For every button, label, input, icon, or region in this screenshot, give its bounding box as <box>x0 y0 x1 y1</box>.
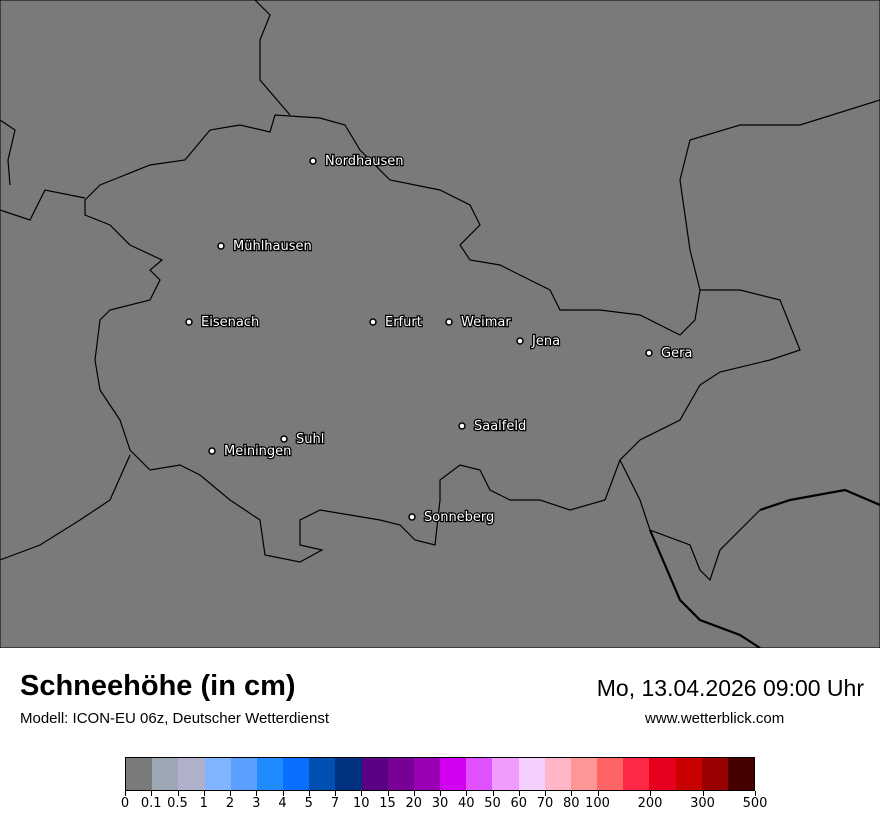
tick-label: 7 <box>330 796 340 811</box>
website-link[interactable]: www.wetterblick.com <box>645 710 785 727</box>
tick-mark <box>361 791 363 796</box>
colorbar-segment <box>492 758 519 790</box>
city-label: Meiningen <box>224 444 291 459</box>
colorbar-segment <box>283 758 310 790</box>
forecast-datetime: Mo, 13.04.2026 09:00 Uhr <box>596 675 864 701</box>
tick-label: 60 <box>510 796 528 811</box>
colorbar-segment <box>570 758 598 790</box>
city-marker <box>208 447 216 455</box>
city-marker <box>185 318 193 326</box>
tick-label: 70 <box>536 796 554 811</box>
city-marker <box>445 318 453 326</box>
colorbar-segment <box>597 758 624 790</box>
city-label: Gera <box>661 346 692 361</box>
tick-mark <box>545 791 546 796</box>
tick-label: 0.1 <box>140 796 162 811</box>
tick-mark <box>256 791 258 796</box>
colorbar-segment <box>544 758 571 790</box>
colorbar-segment <box>518 758 545 790</box>
colorbar-segment <box>466 758 493 790</box>
tick-mark <box>282 791 284 796</box>
city-label: Suhl <box>296 432 324 447</box>
city-marker <box>458 422 466 430</box>
tick-mark <box>413 791 415 796</box>
city-label: Nordhausen <box>325 154 404 169</box>
colorbar-segment <box>335 758 362 790</box>
colorbar-segment <box>361 758 388 790</box>
colorbar-segment <box>309 758 336 790</box>
tick-label: 40 <box>457 796 475 811</box>
colorbar <box>125 757 755 791</box>
tick-mark <box>125 791 126 796</box>
tick-mark <box>518 791 520 796</box>
colorbar-segment <box>230 758 257 790</box>
tick-mark <box>387 791 389 796</box>
thuringia-border <box>84 114 801 563</box>
tick-label: 500 <box>742 796 768 811</box>
map-title: Schneehöhe (in cm) <box>20 670 296 702</box>
colorbar-ticks: 0 0.1 0.5 1 2 3 4 5 7 10 15 20 30 40 50 60 70 80 100 200 300… <box>0 791 880 821</box>
city-label: Saalfeld <box>474 419 526 434</box>
colorbar-segment <box>178 758 205 790</box>
tick-label: 5 <box>304 796 313 811</box>
city-label: Weimar <box>461 315 511 330</box>
tick-mark <box>151 791 153 796</box>
tick-mark <box>571 791 573 796</box>
tick-label: 50 <box>484 796 501 811</box>
snow-depth-map: Nordhausen Mühlhausen Eisenach Erfurt Weimar… <box>0 0 880 648</box>
colorbar-segment <box>675 758 702 790</box>
tick-label: 30 <box>431 796 449 811</box>
colorbar-segment <box>413 758 441 790</box>
tick-mark <box>230 791 231 796</box>
tick-label: 80 <box>562 796 580 811</box>
tick-label: 100 <box>585 796 610 811</box>
tick-mark <box>466 791 468 796</box>
colorbar-segment <box>727 758 755 790</box>
colorbar-segment <box>256 758 284 790</box>
city-marker <box>408 513 416 521</box>
tick-label: 3 <box>252 796 261 811</box>
tick-mark <box>755 791 756 796</box>
city-marker <box>369 318 377 326</box>
colorbar-segment <box>204 758 231 790</box>
city-marker <box>309 157 317 165</box>
tick-mark <box>492 791 494 796</box>
tick-label: 4 <box>278 796 287 811</box>
city-label: Eisenach <box>201 315 259 330</box>
borders <box>0 0 880 582</box>
city-label: Jena <box>531 334 560 349</box>
city-marker <box>516 337 524 345</box>
colorbar-segment <box>152 758 179 790</box>
tick-mark <box>650 791 651 796</box>
tick-mark <box>308 791 310 796</box>
tick-label: 1 <box>199 796 208 811</box>
colorbar-segment <box>126 758 153 790</box>
tick-label: 300 <box>690 796 715 811</box>
city-label: Sonneberg <box>424 510 494 525</box>
colorbar-segment <box>440 758 467 790</box>
tick-label: 0.5 <box>167 796 188 811</box>
colorbar-segment <box>649 758 676 790</box>
colorbar-segment <box>623 758 650 790</box>
model-source: Modell: ICON-EU 06z, Deutscher Wetterdie… <box>20 710 330 727</box>
city-label: Erfurt <box>385 315 422 330</box>
tick-label: 200 <box>637 796 663 811</box>
tick-label: 15 <box>379 796 396 811</box>
city-marker <box>217 242 225 250</box>
tick-label: 10 <box>352 796 370 811</box>
tick-mark <box>335 791 336 796</box>
tick-mark <box>203 791 205 796</box>
colorbar-segment <box>701 758 728 790</box>
city-marker <box>280 435 288 443</box>
tick-mark <box>177 791 179 796</box>
city-label: Mühlhausen <box>233 239 312 254</box>
tick-mark <box>440 791 441 796</box>
tick-mark <box>702 791 704 796</box>
tick-mark <box>597 791 599 796</box>
tick-label: 0 <box>120 796 130 811</box>
tick-label: 2 <box>225 796 235 811</box>
city-marker <box>645 349 653 357</box>
tick-label: 20 <box>405 796 423 811</box>
colorbar-segment <box>387 758 414 790</box>
